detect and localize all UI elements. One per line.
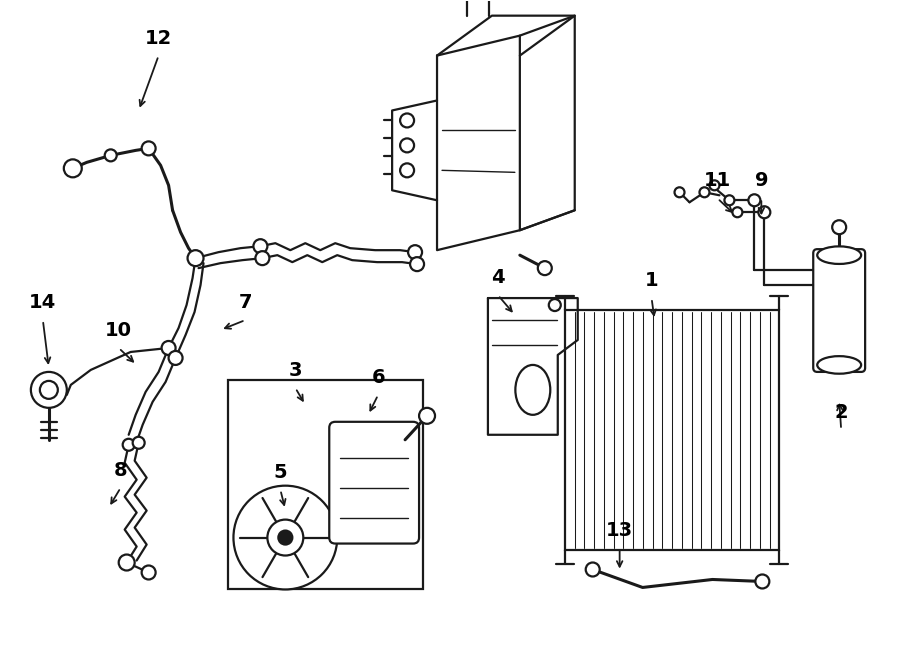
Circle shape <box>400 163 414 177</box>
Circle shape <box>832 220 846 234</box>
Text: 14: 14 <box>29 293 57 312</box>
Circle shape <box>267 520 303 555</box>
Circle shape <box>168 351 183 365</box>
Circle shape <box>733 208 742 217</box>
Circle shape <box>141 566 156 580</box>
Circle shape <box>256 251 269 265</box>
Circle shape <box>410 257 424 271</box>
Circle shape <box>162 341 176 355</box>
Circle shape <box>141 141 156 155</box>
Circle shape <box>709 180 719 190</box>
Circle shape <box>233 486 338 590</box>
Circle shape <box>400 138 414 153</box>
Bar <box>229 380 423 590</box>
Bar <box>565 310 779 549</box>
FancyBboxPatch shape <box>814 249 865 372</box>
Circle shape <box>749 194 760 206</box>
Ellipse shape <box>817 247 861 264</box>
Circle shape <box>755 574 770 588</box>
Circle shape <box>132 437 145 449</box>
Circle shape <box>64 159 82 177</box>
Circle shape <box>699 187 709 197</box>
Text: 8: 8 <box>114 461 128 480</box>
Text: 7: 7 <box>238 293 252 312</box>
Text: 13: 13 <box>606 521 634 539</box>
Circle shape <box>40 381 58 399</box>
Text: 1: 1 <box>644 271 659 290</box>
Text: 10: 10 <box>105 321 132 340</box>
Circle shape <box>586 563 599 576</box>
Circle shape <box>419 408 435 424</box>
Text: 6: 6 <box>372 368 385 387</box>
Circle shape <box>549 299 561 311</box>
Text: 4: 4 <box>491 268 505 287</box>
Text: 3: 3 <box>289 361 302 380</box>
Circle shape <box>31 372 67 408</box>
Circle shape <box>254 239 267 253</box>
Circle shape <box>674 187 685 197</box>
Text: 9: 9 <box>754 171 768 190</box>
FancyBboxPatch shape <box>329 422 419 543</box>
Circle shape <box>119 555 135 570</box>
Circle shape <box>538 261 552 275</box>
Ellipse shape <box>516 365 550 415</box>
Text: 5: 5 <box>274 463 287 482</box>
Text: 11: 11 <box>704 171 731 190</box>
Ellipse shape <box>817 356 861 373</box>
Text: 12: 12 <box>145 28 172 48</box>
Circle shape <box>278 531 293 545</box>
Circle shape <box>408 245 422 259</box>
Circle shape <box>187 250 203 266</box>
Circle shape <box>122 439 135 451</box>
Circle shape <box>724 195 734 206</box>
Circle shape <box>104 149 117 161</box>
Circle shape <box>759 206 770 218</box>
Text: 2: 2 <box>834 403 848 422</box>
Circle shape <box>400 114 414 128</box>
